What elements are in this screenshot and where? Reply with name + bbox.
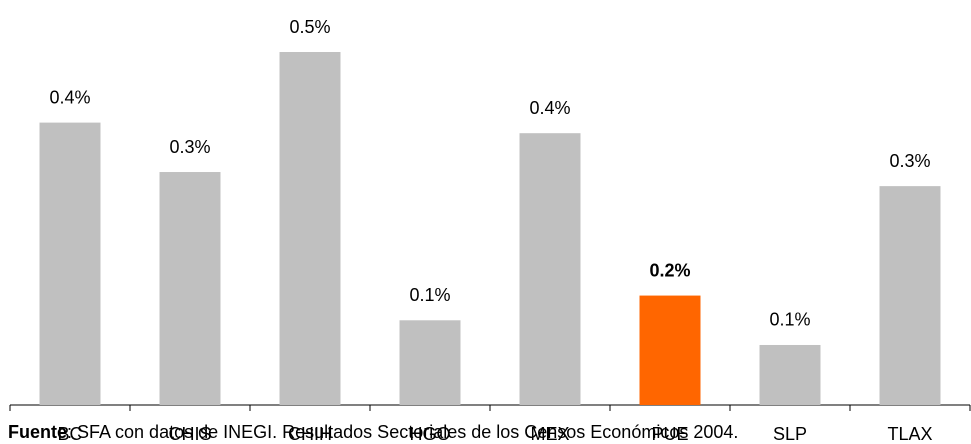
bar — [639, 295, 701, 405]
bar — [279, 52, 341, 405]
source-label: Fuente — [8, 422, 67, 442]
source-text: : SFA con datos de INEGI. Resultados Sec… — [67, 422, 738, 442]
x-tick-label: MEX — [530, 424, 569, 444]
x-tick-label: SLP — [773, 424, 807, 444]
bar — [519, 133, 581, 405]
x-tick-label: PUE — [651, 424, 688, 444]
data-label: 0.4% — [529, 98, 570, 118]
data-label: 0.2% — [649, 260, 690, 280]
bar — [399, 320, 461, 405]
x-tick-label: CHIS — [168, 424, 211, 444]
source: Fuente: SFA con datos de INEGI. Resultad… — [8, 422, 738, 442]
x-tick-label: BC — [57, 424, 82, 444]
data-label: 0.1% — [409, 285, 450, 305]
bar — [159, 172, 221, 405]
data-label: 0.4% — [49, 87, 90, 107]
data-label: 0.5% — [289, 17, 330, 37]
x-tick-label: TLAX — [887, 424, 932, 444]
data-label: 0.3% — [169, 137, 210, 157]
data-label: 0.3% — [889, 151, 930, 171]
data-label: 0.1% — [769, 310, 810, 330]
x-tick-label: HGO — [409, 424, 450, 444]
bar — [759, 344, 821, 405]
x-tick-label: CHIH — [288, 424, 332, 444]
bar — [879, 186, 941, 405]
bar — [39, 122, 101, 405]
